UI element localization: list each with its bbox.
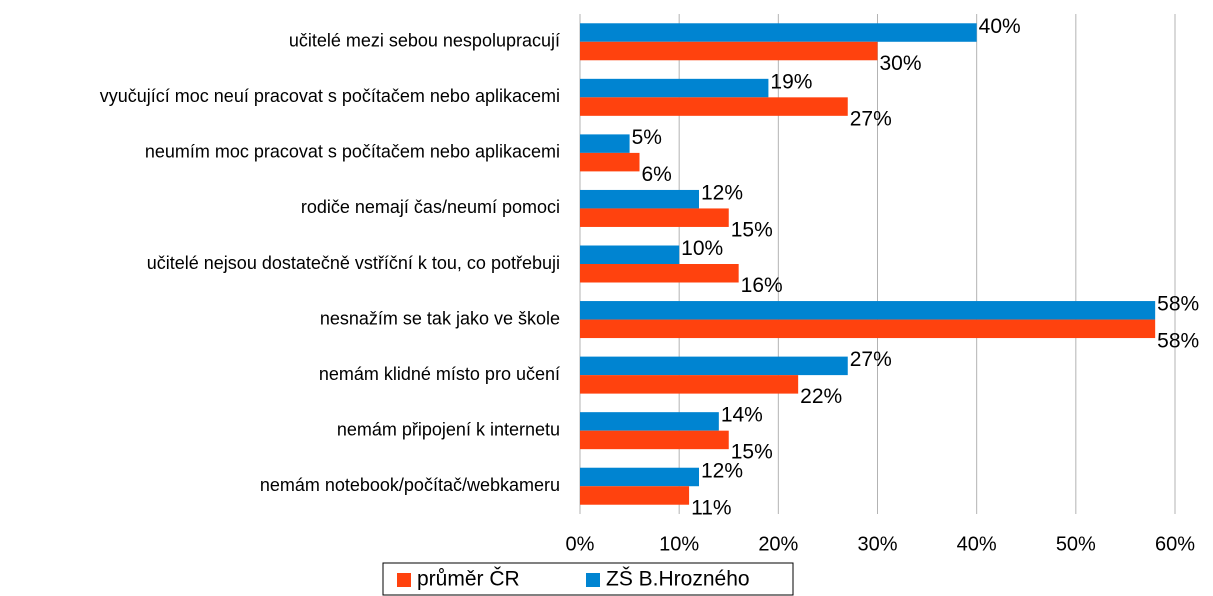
bar [580,78,769,98]
value-label: 16% [741,274,783,297]
legend-swatch [397,573,411,587]
y-tick-label: nesnažím se tak jako ve škole [320,308,560,328]
bar [580,208,729,227]
bar [580,152,640,172]
bar [580,97,848,116]
y-tick-label: učitelé nejsou dostatečně vstříční k tou… [147,253,560,273]
bar [580,134,630,153]
legend-label: průměr ČR [417,568,520,591]
bar [580,430,729,450]
y-tick-label: neumím moc pracovat s počítačem nebo apl… [145,142,560,162]
legend-swatch [586,573,600,587]
bar [580,264,739,283]
bar [580,41,878,61]
bar [580,245,680,264]
bar [580,486,690,505]
value-label: 27% [850,348,892,371]
bar [580,412,719,431]
value-label: 30% [880,52,922,75]
value-label: 5% [632,126,662,149]
x-tick-label: 20% [758,533,798,555]
x-tick-label: 30% [857,533,897,555]
bar [580,356,848,376]
bar [580,467,699,487]
y-tick-label: nemám notebook/počítač/webkameru [260,475,560,495]
y-tick-label: nemám připojení k internetu [337,419,560,439]
value-label: 10% [681,237,723,260]
value-label: 19% [770,70,812,93]
x-tick-label: 10% [659,533,699,555]
x-tick-label: 50% [1056,533,1096,555]
value-label: 12% [701,181,743,204]
y-tick-label: učitelé mezi sebou nespolupracují [289,31,560,51]
value-label: 15% [731,218,773,241]
bar [580,23,977,42]
value-label: 15% [731,441,773,464]
y-tick-label: nemám klidné místo pro učení [319,364,560,384]
bar [580,375,799,394]
bar [580,319,1156,339]
value-label: 22% [800,385,842,408]
value-label: 40% [979,15,1021,38]
value-label: 11% [691,496,731,519]
y-tick-label: rodiče nemají čas/neumí pomoci [301,197,560,217]
value-label: 12% [701,459,743,482]
value-label: 58% [1157,330,1199,353]
legend-label: ZŠ B.Hrozného [606,568,750,591]
value-label: 14% [721,404,763,427]
value-label: 27% [850,107,892,130]
value-label: 58% [1157,293,1199,316]
y-tick-label: vyučující moc neuí pracovat s počítačem … [100,86,560,106]
x-tick-label: 60% [1155,533,1195,555]
x-tick-label: 40% [957,533,997,555]
bar [580,189,699,209]
x-tick-label: 0% [566,533,595,555]
value-label: 6% [642,163,672,186]
bar [580,301,1156,320]
